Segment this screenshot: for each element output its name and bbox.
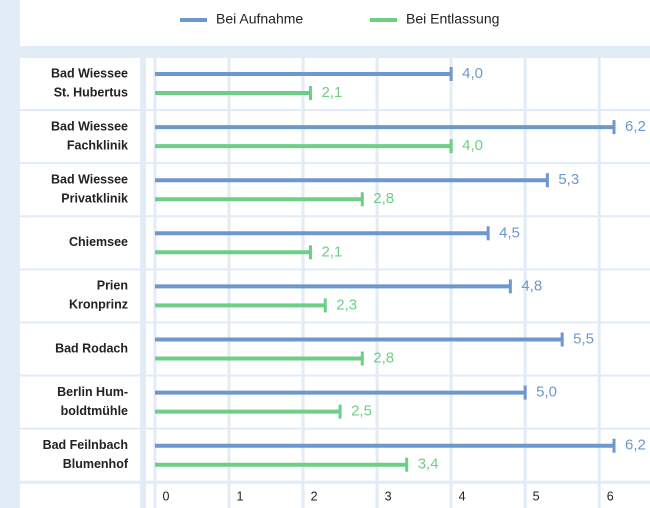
value-label: 3,4 [418,456,439,473]
x-tick-label: 5 [533,489,540,503]
category-label: Chiemsee [69,235,128,249]
value-label: 2,8 [373,349,394,366]
category-label: Berlin Hum- [57,385,128,399]
value-label: 2,3 [336,296,357,313]
label-cell [20,111,140,163]
plot-row [146,270,650,322]
plot-row [146,58,650,109]
value-label: 2,8 [373,190,394,207]
category-label: Bad Rodach [55,341,128,355]
legend-label: Bei Entlassung [406,11,499,27]
category-label: St. Hubertus [54,85,128,99]
legend-panel [20,0,650,46]
category-label: Bad Wiessee [51,172,128,186]
label-cell [20,483,140,508]
legend-label: Bei Aufnahme [216,11,303,27]
value-label: 2,1 [321,243,342,260]
x-tick-label: 3 [385,489,392,503]
category-label: Bad Wiessee [51,66,128,80]
value-label: 6,2 [625,118,646,135]
category-label: Prien [97,279,128,293]
x-tick-label: 2 [311,489,318,503]
value-label: 4,0 [462,65,483,82]
plot-row [146,376,650,428]
value-label: 2,1 [321,84,342,101]
label-cell [20,164,140,216]
plot-row [146,217,650,269]
category-label: Bad Wiessee [51,119,128,133]
x-tick-label: 1 [237,489,244,503]
plot-row [146,429,650,481]
value-label: 2,5 [351,403,372,420]
label-cell [20,429,140,481]
category-label: Kronprinz [69,298,128,312]
x-tick-label: 6 [607,489,614,503]
label-cell [20,217,140,269]
value-label: 5,5 [573,330,594,347]
label-cell [20,376,140,428]
category-label: Privatklinik [61,191,128,205]
value-label: 4,0 [462,137,483,154]
value-label: 5,3 [558,171,579,188]
category-label: Bad Feilnbach [43,438,128,452]
value-label: 5,0 [536,384,557,401]
x-tick-label: 0 [163,489,170,503]
label-cell [20,58,140,109]
value-label: 4,8 [521,277,542,294]
category-label: Fachklinik [67,138,128,152]
plot-row [146,111,650,163]
value-label: 4,5 [499,224,520,241]
label-cell [20,270,140,322]
plot-row [146,483,650,508]
label-cell [20,323,140,375]
x-tick-label: 4 [459,489,466,503]
category-label: boldtmühle [61,404,128,418]
value-label: 6,2 [625,437,646,454]
category-label: Blumenhof [63,457,129,471]
